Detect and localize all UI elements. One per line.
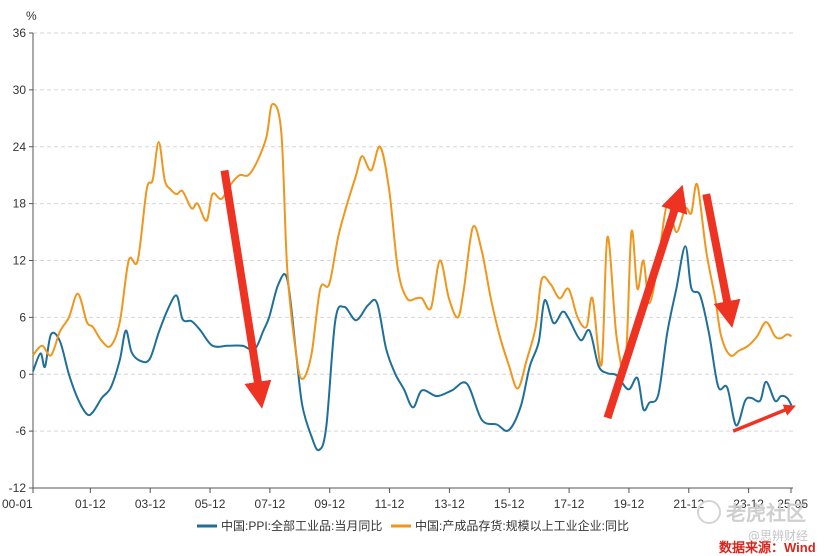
tiger-logo-icon [697, 500, 721, 524]
series-lines [32, 102, 793, 452]
y-tick-label-5: 18 [13, 197, 27, 211]
y-axis-unit: % [26, 9, 37, 23]
annotation-arrow-0 [220, 169, 272, 409]
source-label: 数据来源：Wind [719, 540, 816, 555]
y-tick-label-6: 24 [13, 140, 27, 154]
x-tick-label-11: 21-12 [673, 497, 704, 511]
x-tick-label-13: 25-05 [777, 497, 808, 511]
y-tick-label-1: -6 [15, 424, 26, 438]
x-tick-label-6: 11-12 [375, 497, 405, 511]
annotation-arrow-3 [732, 404, 796, 433]
annotation-arrows [220, 169, 796, 433]
gridlines [33, 32, 793, 432]
y-tick-label-4: 12 [13, 254, 27, 268]
x-tick-label-12: 23-12 [733, 497, 764, 511]
x-tick-label-7: 13-12 [434, 497, 465, 511]
watermark-handle: @思辨财经 [748, 529, 808, 543]
y-tick-label-2: 0 [19, 367, 26, 381]
y-axis-ticks: -12 -6 0 6 12 18 24 30 36 [9, 26, 33, 495]
y-tick-label-7: 30 [13, 83, 27, 97]
x-tick-label-1: 01-12 [75, 497, 106, 511]
watermark: 老虎社区 @思辨财经 [697, 500, 808, 543]
legend-label-ppi: 中国:PPI:全部工业品:当月同比 [221, 518, 382, 533]
x-tick-label-3: 05-12 [195, 497, 226, 511]
legend-label-inventory: 中国:产成品存货:规模以上工业企业:同比 [415, 518, 629, 533]
watermark-brand: 老虎社区 [726, 501, 806, 525]
y-tick-label-3: 6 [19, 310, 26, 324]
x-tick-label-8: 15-12 [494, 497, 525, 511]
annotation-arrow-1 [603, 184, 688, 420]
x-tick-label-2: 03-12 [135, 497, 166, 511]
x-tick-label-9: 17-12 [554, 497, 585, 511]
annotation-arrow-2 [702, 193, 741, 329]
x-tick-label-5: 09-12 [314, 497, 345, 511]
x-tick-label-4: 07-12 [255, 497, 286, 511]
legend: 中国:PPI:全部工业品:当月同比 中国:产成品存货:规模以上工业企业:同比 [197, 518, 629, 533]
y-tick-label-8: 36 [13, 26, 27, 40]
y-tick-label-0: -12 [9, 481, 27, 495]
x-tick-label-0: 00-01 [2, 497, 33, 511]
series-line-0 [32, 245, 793, 452]
x-axis-ticks: 00-01 01-12 03-12 05-12 07-12 09-12 11-12 13-12… [2, 488, 808, 511]
x-tick-label-10: 19-12 [614, 497, 645, 511]
